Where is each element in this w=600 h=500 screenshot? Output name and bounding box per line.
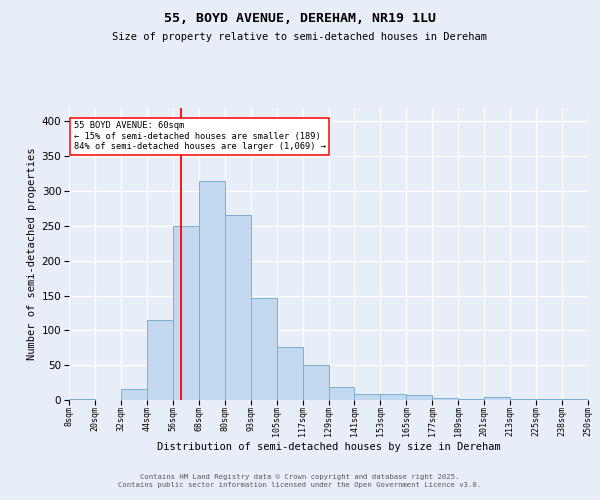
Y-axis label: Number of semi-detached properties: Number of semi-detached properties: [28, 148, 37, 360]
Bar: [380, 394, 406, 400]
Bar: [329, 388, 355, 400]
Bar: [121, 389, 147, 400]
Bar: [251, 298, 277, 400]
Bar: [173, 226, 199, 400]
X-axis label: Distribution of semi-detached houses by size in Dereham: Distribution of semi-detached houses by …: [157, 442, 500, 452]
Bar: [199, 180, 224, 400]
Bar: [562, 398, 588, 400]
Bar: [225, 216, 251, 400]
Bar: [510, 398, 536, 400]
Bar: [433, 398, 458, 400]
Bar: [69, 398, 95, 400]
Bar: [406, 395, 432, 400]
Bar: [302, 365, 329, 400]
Bar: [458, 398, 484, 400]
Bar: [355, 394, 380, 400]
Text: 55 BOYD AVENUE: 60sqm
← 15% of semi-detached houses are smaller (189)
84% of sem: 55 BOYD AVENUE: 60sqm ← 15% of semi-deta…: [74, 122, 326, 151]
Bar: [147, 320, 173, 400]
Text: Contains HM Land Registry data © Crown copyright and database right 2025.
Contai: Contains HM Land Registry data © Crown c…: [118, 474, 482, 488]
Text: Size of property relative to semi-detached houses in Dereham: Size of property relative to semi-detach…: [113, 32, 487, 42]
Text: 55, BOYD AVENUE, DEREHAM, NR19 1LU: 55, BOYD AVENUE, DEREHAM, NR19 1LU: [164, 12, 436, 26]
Bar: [277, 347, 302, 400]
Bar: [484, 397, 510, 400]
